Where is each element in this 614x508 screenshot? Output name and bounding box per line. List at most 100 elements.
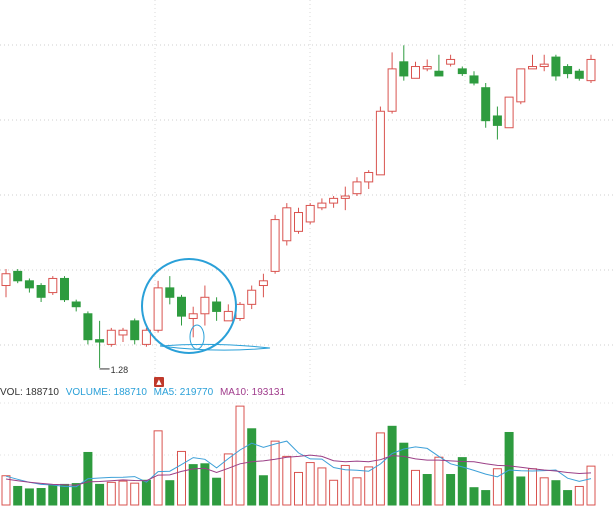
candle: [165, 276, 175, 305]
volume-ma10-line: [5, 454, 592, 486]
candle: [574, 68, 584, 81]
candle-body-up: [141, 329, 151, 345]
candle-body-down: [95, 339, 105, 343]
candle: [118, 327, 128, 343]
volume-bar-down: [446, 474, 456, 506]
candle-body-down: [24, 280, 34, 289]
volume-bar-up: [329, 479, 339, 506]
volume-ma5-line: [5, 440, 592, 488]
candle-body-down: [165, 287, 175, 298]
candle: [539, 54, 549, 72]
volume-bar-down: [200, 463, 210, 506]
candle: [329, 196, 339, 208]
highlight-circle-shape: [141, 258, 237, 354]
candle: [294, 207, 303, 234]
volume-bar-down: [60, 483, 69, 506]
volume-bar-down: [504, 431, 514, 506]
candle-body-up: [411, 66, 420, 79]
candle-body-up: [329, 197, 339, 204]
volume-bar-down: [399, 442, 409, 506]
candle: [481, 83, 491, 128]
candle-body-up: [188, 313, 198, 319]
candle: [586, 54, 596, 83]
candle-body-down: [399, 61, 409, 77]
candle-body-up: [516, 68, 526, 103]
volume-bar-up: [223, 453, 233, 506]
volume-bar-up: [352, 477, 362, 506]
volume-bar-down: [551, 480, 561, 506]
volume-bar-down: [24, 488, 34, 506]
candle-body-down: [574, 70, 584, 79]
candle: [36, 283, 46, 302]
volume-bar-up: [177, 450, 186, 506]
candle: [177, 294, 186, 326]
candle: [399, 45, 409, 81]
volume-bar-down: [71, 483, 81, 506]
candle-body-down: [434, 70, 444, 77]
candle: [305, 203, 315, 225]
candle-body-up: [364, 171, 374, 183]
volume-bar-down: [422, 474, 432, 506]
candle: [340, 186, 350, 211]
candle: [504, 96, 514, 129]
volume-bar-down: [258, 475, 268, 506]
candle: [446, 54, 456, 67]
candle-body-up: [528, 66, 537, 70]
volume-label: VOLUME: 188710: [65, 387, 147, 398]
candle: [83, 311, 93, 345]
candle: [212, 297, 222, 321]
vol-label: VOL: 188710: [0, 387, 59, 398]
candle-body-down: [177, 296, 186, 317]
price-candles: [1, 45, 596, 368]
candle-body-up: [235, 303, 245, 319]
candle: [247, 285, 257, 310]
volume-bar-up: [118, 480, 128, 506]
candle: [106, 327, 116, 347]
candle: [60, 276, 69, 302]
candle: [13, 269, 23, 284]
candle-body-down: [36, 285, 46, 298]
volume-bar-up: [235, 405, 245, 506]
volume-bar-down: [212, 477, 222, 506]
volume-bar-down: [247, 428, 257, 506]
ma10-label: MA10: 193131: [219, 387, 286, 398]
candle-body-down: [212, 301, 222, 312]
volume-bar-down: [457, 457, 467, 506]
volume-bar-up: [282, 455, 292, 506]
highlight-ellipse: [189, 324, 205, 350]
candle-body-down: [83, 313, 93, 341]
volume-bar-up: [574, 485, 584, 506]
volume-bar-down: [95, 483, 105, 506]
price-annotations: 1.28: [99, 365, 129, 375]
candle-body-up: [200, 296, 210, 315]
candle-body-up: [387, 68, 397, 112]
volume-grid: [0, 402, 614, 456]
volume-bar-up: [586, 465, 596, 506]
candle: [24, 278, 34, 293]
candle: [469, 71, 479, 86]
volume-ma-lines: [5, 440, 592, 488]
volume-bar-up: [106, 481, 116, 506]
volume-bar-down: [141, 479, 151, 506]
candle: [1, 269, 11, 298]
candle-body-up: [422, 66, 432, 70]
candle-body-up: [539, 63, 549, 68]
volume-bar-up: [130, 482, 140, 506]
volume-bar-up: [1, 475, 11, 506]
candle: [364, 170, 374, 189]
candle: [258, 273, 268, 298]
candle-body-up: [258, 280, 268, 287]
candle-body-down: [457, 68, 467, 75]
candle-body-down: [13, 270, 23, 282]
low-annotation-label: 1.28: [111, 365, 129, 375]
candle: [71, 299, 81, 312]
candle-body-up: [340, 195, 350, 199]
candle-body-up: [247, 289, 257, 305]
candle-body-up: [317, 202, 327, 209]
volume-bar-up: [270, 440, 280, 506]
volume-bar-down: [36, 488, 46, 506]
volume-bar-down: [387, 425, 397, 506]
candle-body-up: [294, 212, 303, 232]
candle-body-up: [118, 329, 128, 336]
volume-bar-up: [305, 462, 315, 506]
